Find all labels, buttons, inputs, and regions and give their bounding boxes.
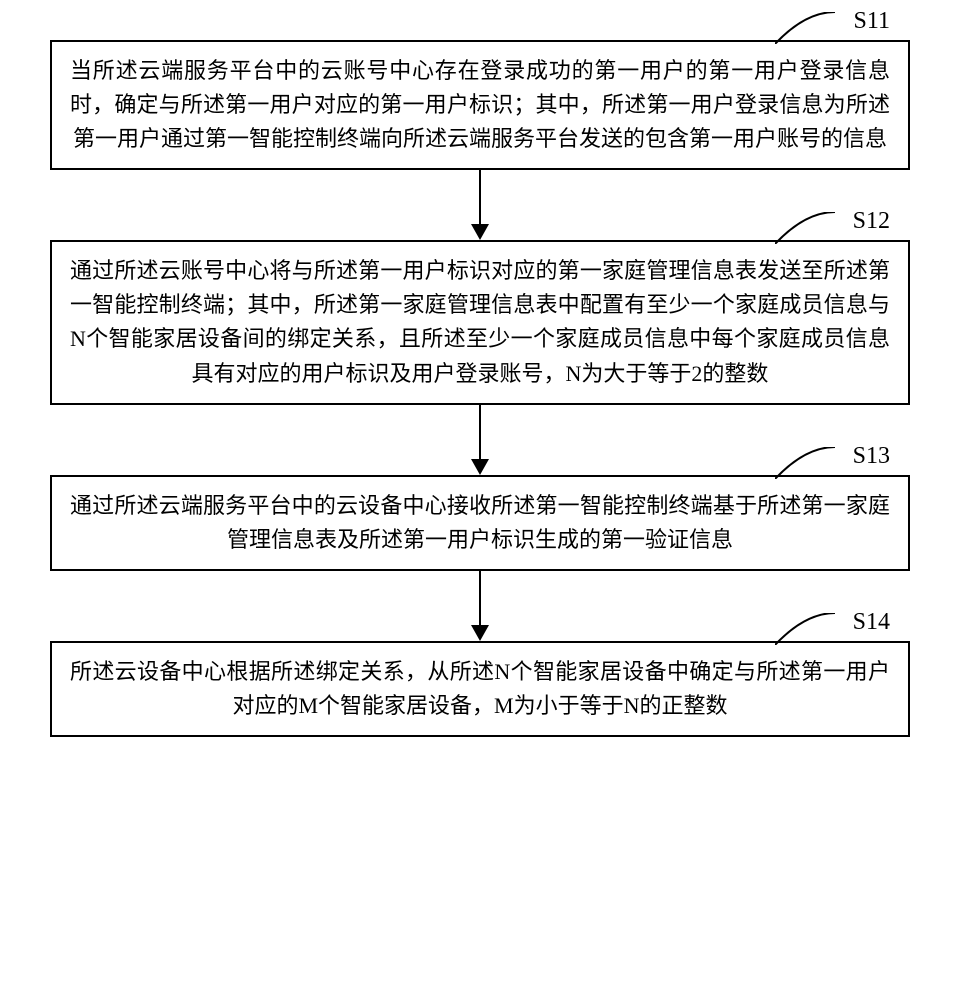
label-connector bbox=[775, 447, 835, 479]
arrow-line bbox=[479, 170, 481, 228]
arrow-head bbox=[471, 459, 489, 475]
label-connector bbox=[775, 12, 835, 44]
step-label: S11 bbox=[854, 8, 890, 35]
arrow-head bbox=[471, 625, 489, 641]
step-box: 通过所述云端服务平台中的云设备中心接收所述第一智能控制终端基于所述第一家庭管理信… bbox=[50, 475, 910, 571]
step-s14: S14 所述云设备中心根据所述绑定关系，从所述N个智能家居设备中确定与所述第一用… bbox=[50, 641, 930, 737]
flowchart-container: S11 当所述云端服务平台中的云账号中心存在登录成功的第一用户的第一用户登录信息… bbox=[50, 40, 930, 737]
step-s12: S12 通过所述云账号中心将与所述第一用户标识对应的第一家庭管理信息表发送至所述… bbox=[50, 240, 930, 404]
step-label: S13 bbox=[853, 443, 890, 470]
step-box: 所述云设备中心根据所述绑定关系，从所述N个智能家居设备中确定与所述第一用户对应的… bbox=[50, 641, 910, 737]
step-box: 当所述云端服务平台中的云账号中心存在登录成功的第一用户的第一用户登录信息时，确定… bbox=[50, 40, 910, 170]
arrow-line bbox=[479, 571, 481, 629]
step-label: S14 bbox=[853, 609, 890, 636]
step-s13: S13 通过所述云端服务平台中的云设备中心接收所述第一智能控制终端基于所述第一家… bbox=[50, 475, 930, 571]
step-s11: S11 当所述云端服务平台中的云账号中心存在登录成功的第一用户的第一用户登录信息… bbox=[50, 40, 930, 170]
label-connector bbox=[775, 613, 835, 645]
step-label: S12 bbox=[853, 208, 890, 235]
label-connector bbox=[775, 212, 835, 244]
arrow-line bbox=[479, 405, 481, 463]
step-box: 通过所述云账号中心将与所述第一用户标识对应的第一家庭管理信息表发送至所述第一智能… bbox=[50, 240, 910, 404]
arrow-head bbox=[471, 224, 489, 240]
